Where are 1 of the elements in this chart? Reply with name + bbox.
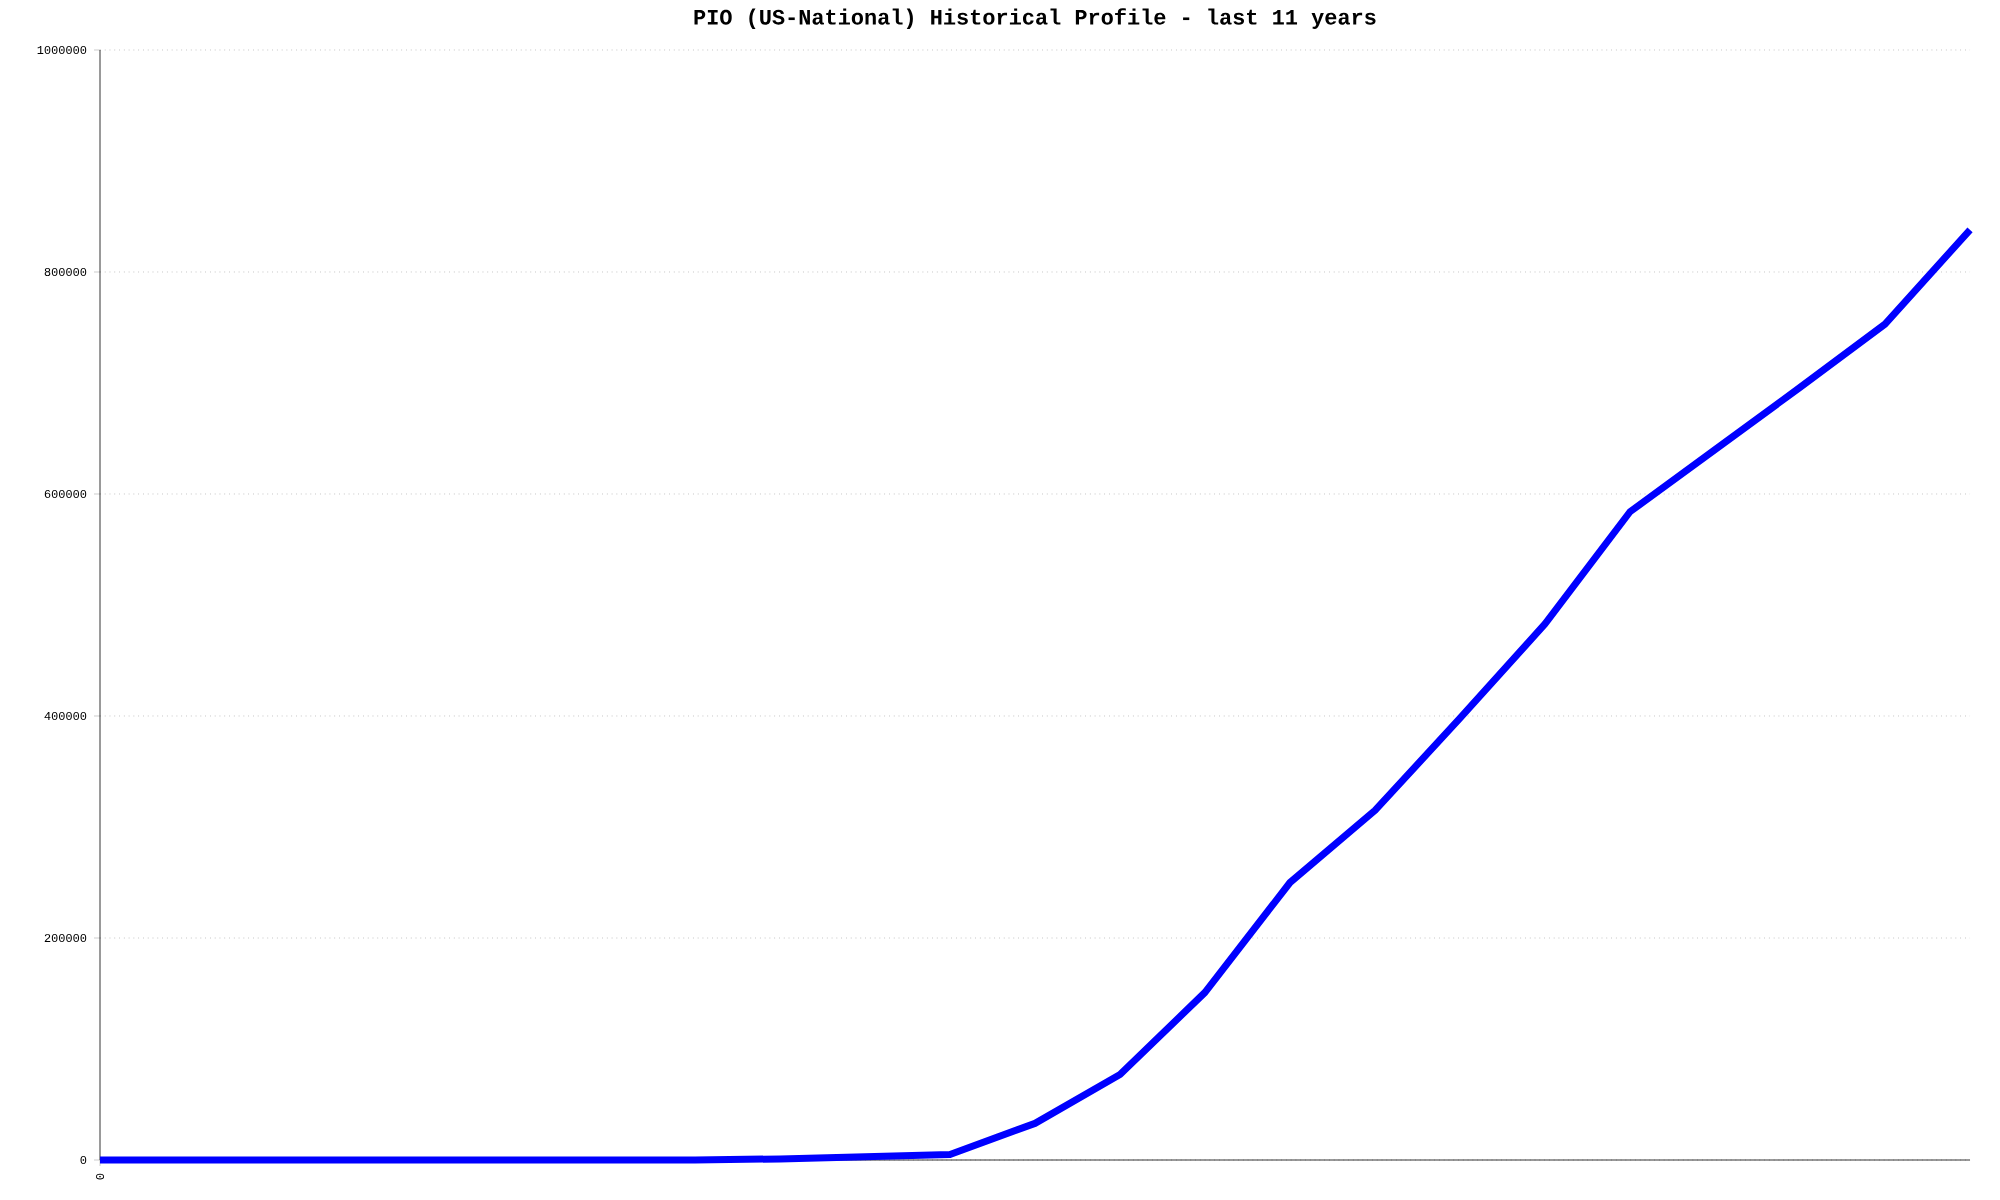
- chart-title: PIO (US-National) Historical Profile - last 11 years: [694, 8, 1376, 29]
